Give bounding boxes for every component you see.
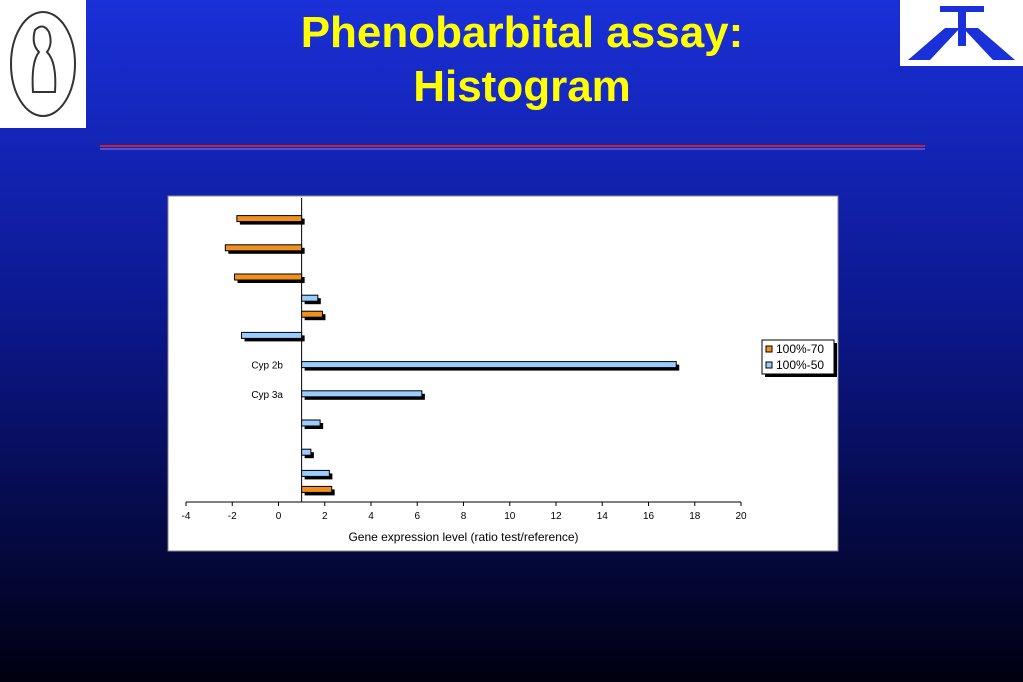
x-tick-label: 6: [414, 511, 420, 522]
legend-label: 100%-50: [776, 358, 824, 372]
bar: [301, 390, 423, 398]
left-logo: [0, 0, 86, 128]
x-tick-label: 20: [735, 511, 747, 522]
chart-area: [167, 195, 839, 552]
x-tick-label: 16: [643, 511, 655, 522]
right-logo: [900, 0, 1023, 66]
legend-swatch: [765, 345, 773, 353]
bar: [224, 244, 303, 252]
bar: [301, 361, 677, 369]
bar: [301, 419, 321, 427]
x-tick-label: 18: [689, 511, 701, 522]
x-tick-label: -4: [182, 511, 191, 522]
legend-label: 100%-70: [776, 342, 824, 356]
x-axis-label: Gene expression level (ratio test/refere…: [348, 530, 578, 544]
x-tick-label: 0: [276, 511, 282, 522]
bar: [301, 448, 312, 456]
x-tick-label: 8: [461, 511, 467, 522]
slide-title: Phenobarbital assay: Histogram: [300, 8, 744, 111]
bar: [301, 469, 330, 477]
y-tick-label: Cyp 2b: [251, 361, 283, 372]
x-tick-label: 4: [368, 511, 374, 522]
x-tick-label: 12: [550, 511, 562, 522]
bar: [241, 331, 303, 339]
bar: [301, 485, 333, 493]
bar: [234, 273, 303, 281]
x-tick-label: 14: [597, 511, 609, 522]
x-tick-label: 2: [322, 511, 328, 522]
legend: [761, 339, 835, 375]
chart: -4 -2 0 2 4 6 8 10 12 14 16 18 20 Gene expression lev…: [182, 198, 837, 544]
bar: [301, 310, 323, 318]
x-tick-label: -2: [228, 511, 237, 522]
legend-swatch: [765, 361, 773, 369]
bar: [236, 215, 303, 223]
y-tick-label: Cyp 3a: [251, 390, 283, 401]
x-tick-label: 10: [504, 511, 516, 522]
bar: [301, 294, 319, 302]
